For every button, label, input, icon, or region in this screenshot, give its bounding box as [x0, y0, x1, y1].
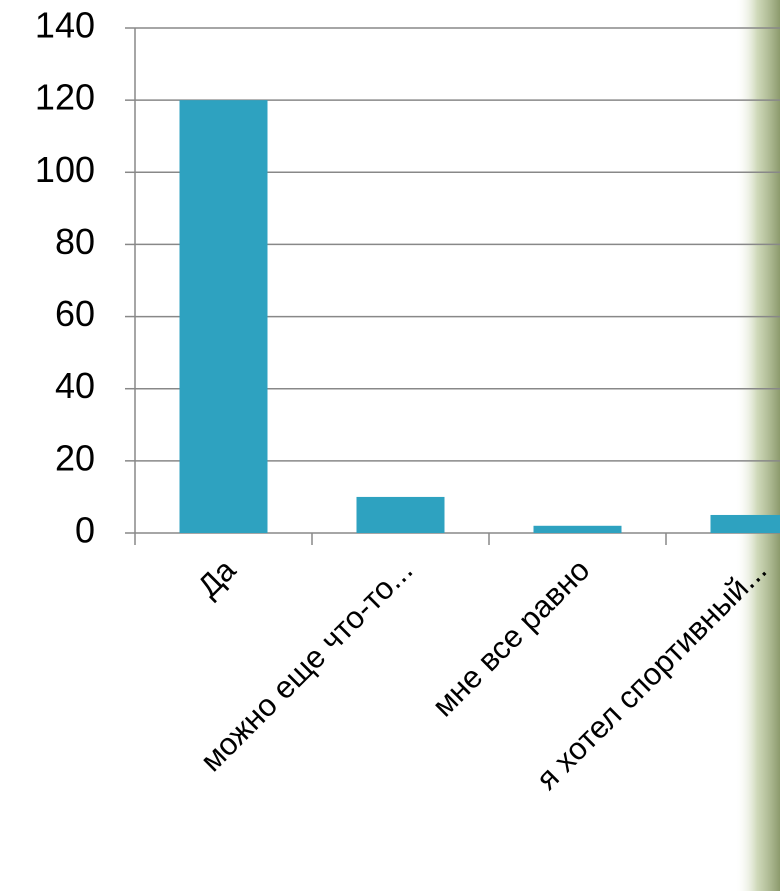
y-tick-label: 60 — [55, 293, 95, 334]
y-tick-label: 120 — [35, 77, 95, 118]
bar — [533, 525, 622, 533]
y-tick-label: 40 — [55, 365, 95, 406]
x-tick-label: Да — [191, 552, 243, 604]
y-tick-label: 100 — [35, 149, 95, 190]
x-tick-label: мне все равно — [425, 552, 596, 723]
y-tick-label: 140 — [35, 5, 95, 46]
y-tick-label: 80 — [55, 221, 95, 262]
bar — [356, 496, 445, 533]
bar — [710, 514, 780, 533]
y-tick-label: 0 — [75, 510, 95, 551]
bar — [179, 100, 268, 534]
background-photo — [735, 0, 780, 891]
y-tick-label: 20 — [55, 437, 95, 478]
